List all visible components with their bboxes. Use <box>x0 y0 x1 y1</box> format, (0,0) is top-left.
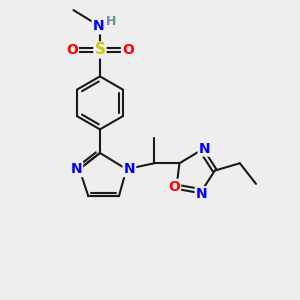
Text: N: N <box>196 187 207 201</box>
Text: N: N <box>70 162 82 176</box>
Text: N: N <box>199 142 210 155</box>
Text: N: N <box>93 19 104 33</box>
Text: S: S <box>94 42 105 57</box>
Text: O: O <box>66 43 78 57</box>
Text: O: O <box>168 180 180 194</box>
Text: H: H <box>106 14 116 28</box>
Text: N: N <box>124 162 135 176</box>
Text: O: O <box>122 43 134 57</box>
